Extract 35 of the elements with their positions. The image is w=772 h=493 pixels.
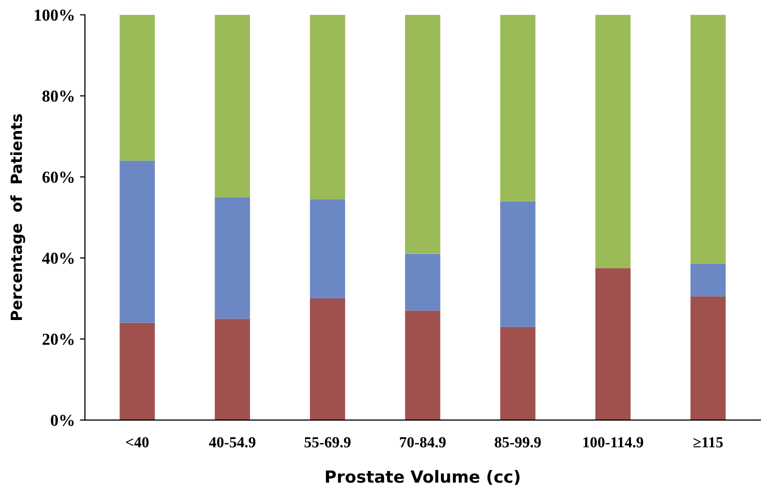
y-tick-label: 100% bbox=[34, 9, 74, 21]
y-tick-label: 0% bbox=[50, 414, 74, 426]
x-tick-label: 55-69.9 bbox=[304, 437, 351, 448]
bar bbox=[500, 201, 536, 327]
bar bbox=[500, 326, 536, 420]
x-tick-label: 40-54.9 bbox=[209, 437, 256, 448]
bar bbox=[595, 268, 631, 420]
bar bbox=[405, 310, 440, 420]
x-tick-label: 85-99.9 bbox=[494, 437, 541, 448]
bar bbox=[405, 254, 440, 311]
x-tick-label: <40 bbox=[126, 437, 149, 448]
bar bbox=[595, 14, 631, 268]
bar bbox=[214, 318, 250, 420]
y-axis-title: Percentage of Patients bbox=[10, 114, 26, 320]
x-axis-title: Prostate Volume (cc) bbox=[326, 470, 520, 485]
bar bbox=[690, 296, 726, 420]
bar bbox=[310, 14, 346, 200]
bar bbox=[310, 199, 346, 298]
bar bbox=[690, 14, 726, 264]
bar bbox=[120, 322, 155, 420]
bar bbox=[690, 264, 726, 296]
bar bbox=[310, 298, 346, 420]
x-tick-label: ≥115 bbox=[694, 437, 723, 448]
bar bbox=[500, 14, 536, 202]
y-tick-label: 60% bbox=[42, 172, 74, 183]
x-tick-label: 100-114.9 bbox=[583, 437, 644, 448]
x-tick-label: 70-84.9 bbox=[400, 437, 446, 448]
bar bbox=[214, 197, 250, 319]
y-tick-label: 40% bbox=[42, 252, 74, 264]
bar bbox=[214, 14, 250, 198]
bar bbox=[120, 14, 155, 161]
bar bbox=[120, 160, 155, 323]
bar bbox=[405, 14, 440, 254]
y-tick-label: 80% bbox=[42, 90, 74, 102]
y-tick-label: 20% bbox=[42, 334, 74, 345]
